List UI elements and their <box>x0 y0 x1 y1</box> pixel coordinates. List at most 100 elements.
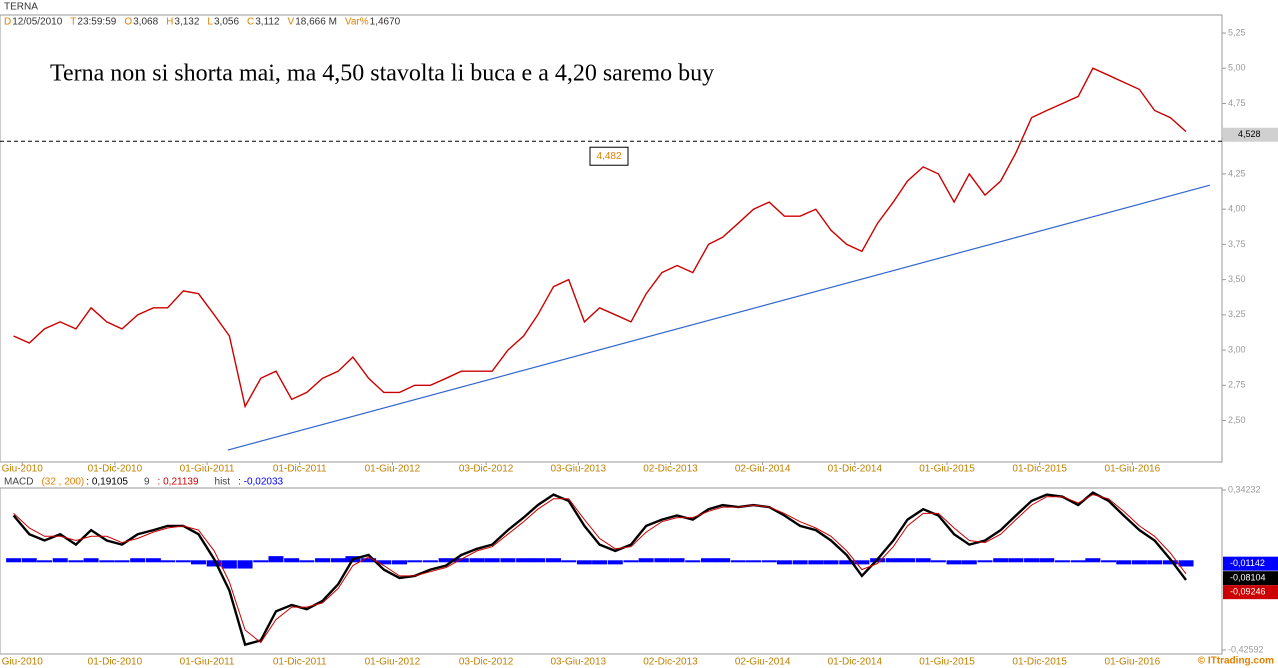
hist-bar <box>623 560 639 563</box>
x-tick-label: 01-Dic-2010 <box>88 657 143 668</box>
x-tick-label: 03-Dic-2012 <box>459 464 514 475</box>
support-label: 4,482 <box>596 151 621 162</box>
y-tick-label: -0,42592 <box>1228 644 1264 654</box>
x-tick-label: 01-Dic-2015 <box>1012 657 1067 668</box>
hist-bar <box>422 560 438 563</box>
y-tick-label: 2,75 <box>1228 380 1246 390</box>
hist-bar <box>253 560 269 563</box>
hist-bar <box>1131 560 1147 565</box>
x-tick-label: 01-Giu-2015 <box>919 464 975 475</box>
hist-bar <box>190 560 206 565</box>
legend-name: MACD <box>4 477 33 488</box>
hist-bar <box>21 558 37 563</box>
hist-bar <box>1116 560 1132 565</box>
hist-bar <box>930 560 946 563</box>
hist-bar <box>561 560 577 563</box>
hist-bar <box>715 558 731 563</box>
hist-bar <box>854 560 870 565</box>
x-tick-label: 03-Giu-2013 <box>551 464 607 475</box>
hist-bar <box>1039 558 1055 563</box>
legend-params: (32 , 200) <box>41 477 84 488</box>
hist-bar <box>761 560 777 563</box>
hist-bar <box>700 558 716 563</box>
x-tick-label: 01-Giu-2016 <box>1105 464 1161 475</box>
field-key: Var% <box>345 17 369 28</box>
hist-bar <box>730 560 746 563</box>
hist-bar <box>221 560 237 569</box>
field-key: O <box>124 17 132 28</box>
hist-bar <box>392 560 408 565</box>
x-tick-label: Giu-2010 <box>2 464 44 475</box>
field-key: C <box>247 17 254 28</box>
hist-bar <box>899 558 915 563</box>
x-tick-label: 01-Giu-2011 <box>180 657 235 668</box>
right-label-box <box>1223 571 1278 586</box>
hist-bar <box>1054 560 1070 563</box>
hist-bar <box>946 560 962 565</box>
hist-bar <box>669 558 685 563</box>
hist-bar <box>6 558 22 563</box>
legend-value: : 0,19105 <box>86 477 128 488</box>
hist-bar <box>453 558 469 563</box>
x-tick-label: 01-Giu-2011 <box>180 464 235 475</box>
hist-bar <box>469 558 485 563</box>
field-value: 18,666 M <box>295 17 337 28</box>
hist-bar <box>1147 560 1163 565</box>
chart-title: Terna non si shorta mai, ma 4,50 stavolt… <box>50 61 714 87</box>
x-tick-label: 01-Dic-2010 <box>88 464 143 475</box>
price-line <box>13 67 1187 409</box>
x-tick-label: 01-Giu-2012 <box>365 464 421 475</box>
hist-bar <box>839 560 855 565</box>
field-value: 3,132 <box>174 17 199 28</box>
right-label: -0,08104 <box>1230 573 1266 583</box>
y-tick-label: 4,25 <box>1228 168 1246 178</box>
hist-bar <box>746 560 762 563</box>
field-value: 3,056 <box>214 17 239 28</box>
hist-bar <box>977 560 993 563</box>
x-tick-label: 01-Dic-2014 <box>828 464 883 475</box>
x-tick-label: 01-Giu-2012 <box>365 657 421 668</box>
x-tick-label: 03-Dic-2012 <box>459 657 514 668</box>
hist-bar <box>1008 558 1024 563</box>
hist-bar <box>915 558 931 563</box>
hist-bar <box>83 558 99 563</box>
y-tick-label: 2,50 <box>1228 415 1246 425</box>
legend-value: : 0,21139 <box>158 477 199 488</box>
right-label: -0,09246 <box>1230 587 1266 597</box>
hist-bar <box>808 560 824 565</box>
field-value: 23:59:59 <box>77 17 116 28</box>
hist-bar <box>823 560 839 565</box>
hist-bar <box>484 558 500 563</box>
last-price-box <box>1223 127 1278 142</box>
hist-bar <box>268 556 284 563</box>
right-label-box <box>1223 556 1278 571</box>
y-tick-label: 5,25 <box>1228 27 1246 37</box>
hist-bar <box>638 558 654 563</box>
legend-name: 9 <box>144 477 150 488</box>
y-tick-label: 3,50 <box>1228 274 1246 284</box>
hist-bar <box>1085 558 1101 563</box>
x-tick-label: 01-Giu-2015 <box>919 657 975 668</box>
hist-bar <box>530 558 546 563</box>
hist-bar <box>1070 560 1086 563</box>
x-tick-label: 02-Dic-2013 <box>643 657 698 668</box>
y-tick-label: 0,34232 <box>1228 484 1261 494</box>
hist-bar <box>792 560 808 565</box>
hist-bar <box>885 558 901 563</box>
y-tick-label: 3,75 <box>1228 239 1246 249</box>
hist-bar <box>99 560 115 563</box>
x-tick-label: 02-Dic-2013 <box>643 464 698 475</box>
field-key: T <box>70 17 76 28</box>
hist-bar <box>315 558 331 563</box>
hist-bar <box>685 560 701 563</box>
hist-bar <box>592 560 608 565</box>
hist-bar <box>130 558 146 563</box>
hist-bar <box>500 558 516 563</box>
hist-bar <box>516 558 532 563</box>
legend-value: : -0,02033 <box>238 477 283 488</box>
hist-bar <box>654 558 670 563</box>
hist-bar <box>145 558 161 563</box>
hist-bar <box>776 560 792 565</box>
field-key: D <box>4 17 11 28</box>
field-value: 3,112 <box>255 17 280 28</box>
